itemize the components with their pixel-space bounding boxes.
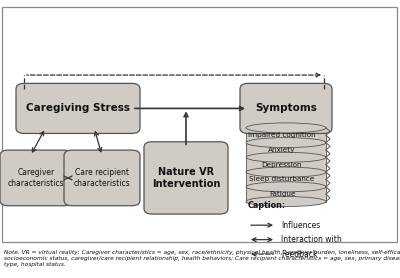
Text: Fatigue: Fatigue	[269, 191, 295, 197]
FancyBboxPatch shape	[240, 83, 332, 133]
Bar	[246, 187, 326, 202]
Text: Note. VR = virtual reality; Caregiver characteristics = age, sex, race/ethnicity: Note. VR = virtual reality; Caregiver ch…	[4, 250, 400, 267]
Text: Care recipient
characteristics: Care recipient characteristics	[74, 168, 130, 188]
Text: Feedback: Feedback	[281, 250, 317, 259]
Text: Interaction with: Interaction with	[281, 235, 342, 244]
Bar	[2, 7, 397, 242]
Text: Anxiety: Anxiety	[268, 147, 296, 153]
Bar	[246, 157, 326, 172]
Text: Caregiving Stress: Caregiving Stress	[26, 103, 130, 113]
Ellipse shape	[246, 182, 326, 192]
Ellipse shape	[246, 138, 326, 148]
Text: Caregiver
characteristics: Caregiver characteristics	[8, 168, 64, 188]
Text: Influences: Influences	[281, 221, 320, 230]
Ellipse shape	[246, 152, 326, 162]
FancyBboxPatch shape	[64, 150, 140, 206]
Text: Sleep disturbance: Sleep disturbance	[249, 177, 315, 182]
Bar	[246, 143, 326, 157]
Text: Impaired cognition: Impaired cognition	[248, 132, 316, 138]
Text: Symptoms: Symptoms	[255, 103, 317, 113]
Ellipse shape	[246, 167, 326, 177]
Text: Nature VR
Intervention: Nature VR Intervention	[152, 167, 220, 189]
Ellipse shape	[246, 123, 326, 133]
Text: Depression: Depression	[262, 162, 302, 168]
Text: Caption:: Caption:	[248, 201, 286, 210]
Bar	[246, 128, 326, 143]
Ellipse shape	[246, 197, 326, 207]
FancyBboxPatch shape	[144, 142, 228, 214]
Bar	[246, 172, 326, 187]
FancyBboxPatch shape	[16, 83, 140, 133]
FancyBboxPatch shape	[0, 150, 72, 206]
